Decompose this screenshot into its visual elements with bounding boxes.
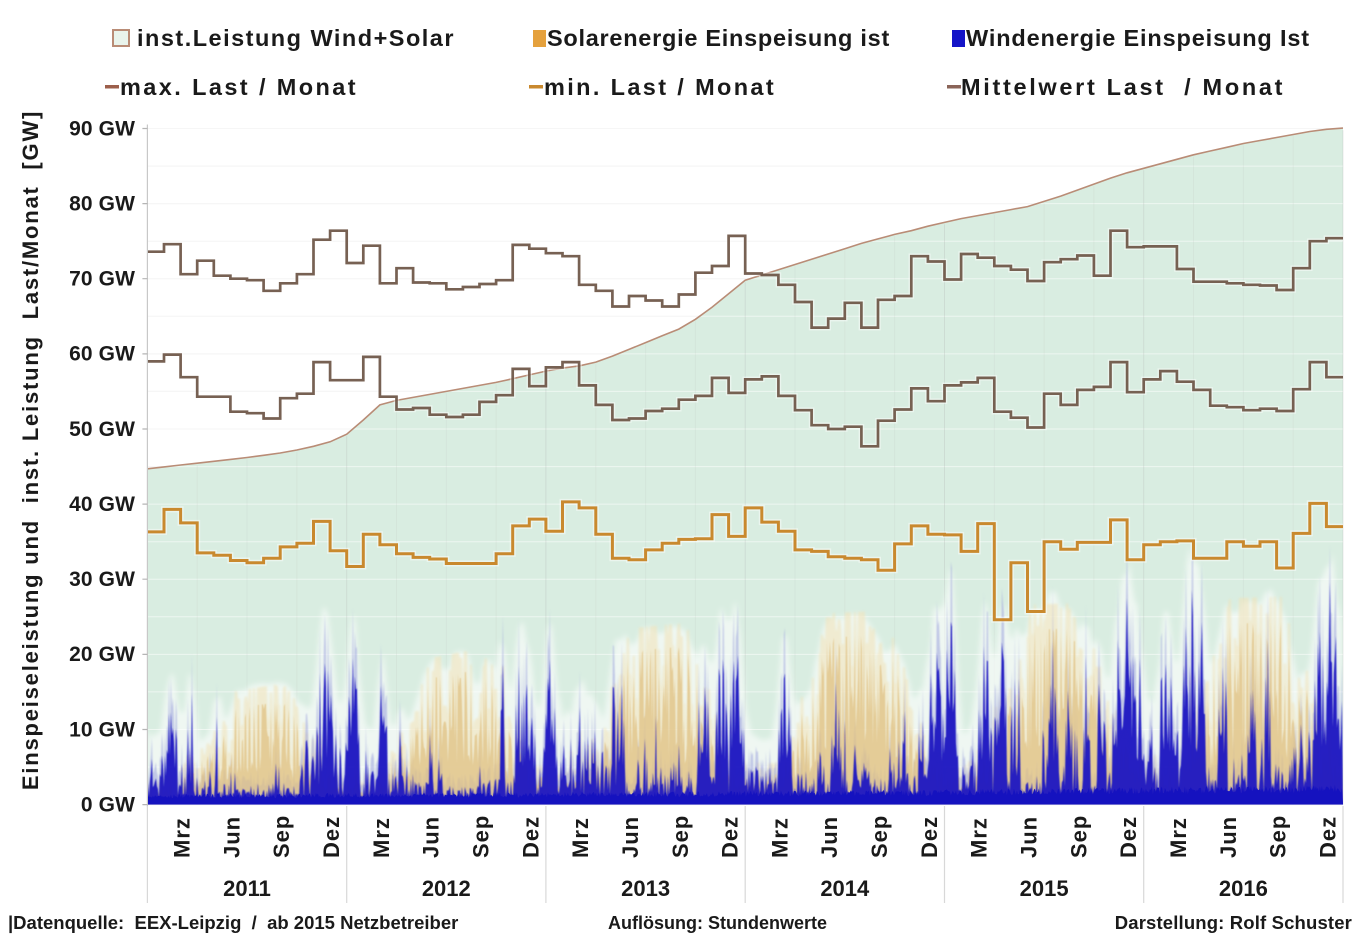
svg-text:2013: 2013 bbox=[621, 876, 670, 901]
svg-text:Sep: Sep bbox=[469, 815, 494, 858]
svg-text:Windenergie Einspeisung Ist: Windenergie Einspeisung Ist bbox=[966, 25, 1310, 51]
svg-text:Sep: Sep bbox=[269, 815, 294, 858]
svg-text:Jun: Jun bbox=[1017, 816, 1042, 858]
svg-text:Mrz: Mrz bbox=[967, 817, 992, 858]
svg-text:Jun: Jun bbox=[219, 816, 244, 858]
svg-text:60 GW: 60 GW bbox=[69, 343, 135, 366]
svg-text:2011: 2011 bbox=[223, 876, 271, 901]
svg-text:40 GW: 40 GW bbox=[69, 493, 135, 516]
svg-text:20 GW: 20 GW bbox=[69, 643, 135, 666]
svg-text:Dez: Dez bbox=[319, 816, 344, 858]
svg-text:2014: 2014 bbox=[820, 876, 870, 901]
svg-text:Mrz: Mrz bbox=[1166, 817, 1191, 858]
svg-text:Mrz: Mrz bbox=[568, 817, 593, 858]
svg-text:2016: 2016 bbox=[1219, 876, 1268, 901]
svg-text:Dez: Dez bbox=[1116, 816, 1141, 858]
svg-text:80 GW: 80 GW bbox=[69, 192, 135, 215]
svg-text:Jun: Jun bbox=[817, 816, 842, 858]
svg-text:Mittelwert Last / Monat: Mittelwert Last / Monat bbox=[961, 74, 1285, 100]
svg-text:Einspeiseleistung und inst. L: Einspeiseleistung und inst. Leistung Las… bbox=[18, 110, 43, 790]
svg-text:Jun: Jun bbox=[419, 816, 444, 858]
svg-text:30 GW: 30 GW bbox=[69, 568, 135, 591]
svg-text:Sep: Sep bbox=[1266, 815, 1291, 858]
svg-text:Jun: Jun bbox=[1216, 816, 1241, 858]
svg-text:10 GW: 10 GW bbox=[69, 718, 135, 741]
svg-text:Mrz: Mrz bbox=[170, 817, 195, 858]
svg-text:min. Last / Monat: min. Last / Monat bbox=[544, 74, 776, 100]
svg-text:Mrz: Mrz bbox=[369, 817, 394, 858]
svg-text:Darstellung: Rolf Schuster: Darstellung: Rolf Schuster bbox=[1115, 912, 1352, 933]
svg-text:50 GW: 50 GW bbox=[69, 418, 135, 441]
svg-text:Sep: Sep bbox=[1066, 815, 1091, 858]
svg-text:Sep: Sep bbox=[668, 815, 693, 858]
svg-text:2015: 2015 bbox=[1020, 876, 1069, 901]
svg-text:0 GW: 0 GW bbox=[81, 793, 135, 816]
svg-text:Solarenergie Einspeisung ist: Solarenergie Einspeisung ist bbox=[547, 25, 890, 51]
svg-text:70 GW: 70 GW bbox=[69, 268, 135, 291]
svg-text:Dez: Dez bbox=[518, 816, 543, 858]
svg-text:Auflösung: Stundenwerte: Auflösung: Stundenwerte bbox=[608, 913, 827, 933]
svg-text:|Datenquelle: EEX-Leipzig /: |Datenquelle: EEX-Leipzig / ab 2015 Netz… bbox=[8, 912, 458, 933]
svg-text:Dez: Dez bbox=[1315, 816, 1340, 858]
svg-text:Dez: Dez bbox=[718, 816, 743, 858]
svg-text:Sep: Sep bbox=[867, 815, 892, 858]
svg-text:Dez: Dez bbox=[917, 816, 942, 858]
svg-text:Jun: Jun bbox=[618, 816, 643, 858]
svg-text:Mrz: Mrz bbox=[767, 817, 792, 858]
svg-text:max. Last / Monat: max. Last / Monat bbox=[120, 74, 358, 100]
svg-text:2012: 2012 bbox=[422, 876, 471, 901]
svg-text:90 GW: 90 GW bbox=[69, 117, 135, 140]
svg-text:inst.Leistung Wind+Solar: inst.Leistung Wind+Solar bbox=[137, 25, 455, 51]
